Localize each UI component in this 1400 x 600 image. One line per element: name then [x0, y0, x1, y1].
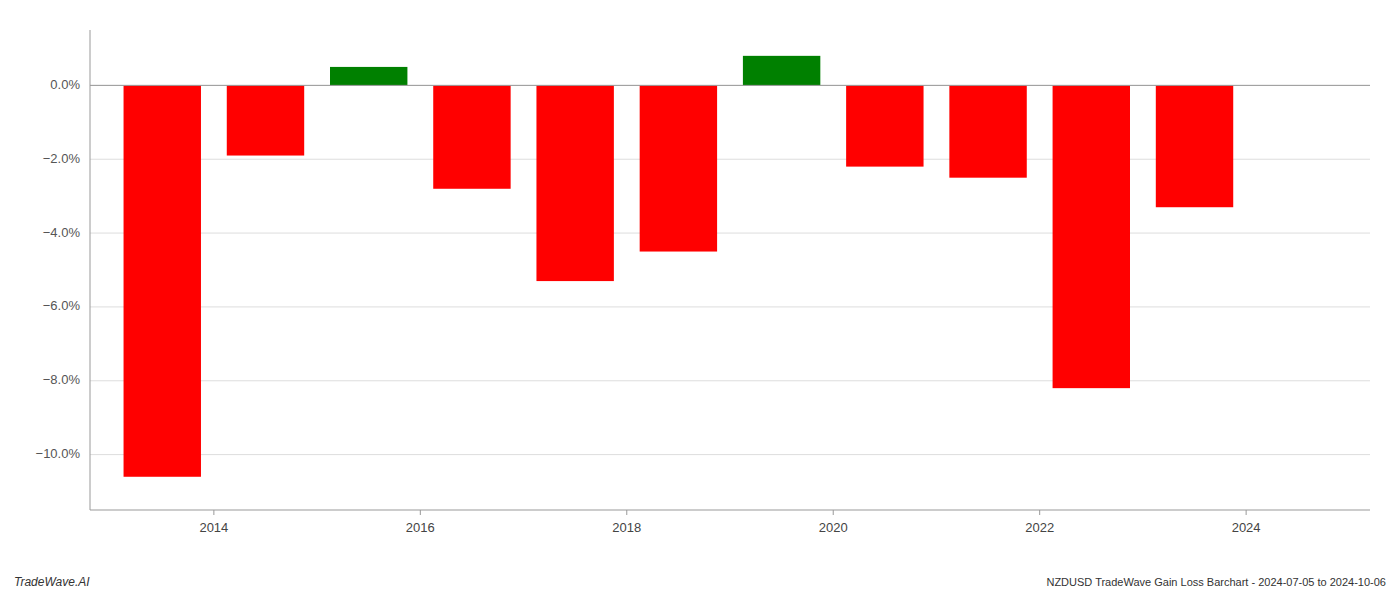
y-tick-label: −6.0%	[43, 298, 81, 313]
x-tick-label: 2020	[819, 520, 848, 535]
grid-line	[90, 380, 1370, 381]
bar	[433, 85, 510, 188]
x-tick-label: 2014	[199, 520, 228, 535]
x-tick	[833, 510, 834, 515]
y-tick-label: −4.0%	[43, 225, 81, 240]
x-tick-label: 2022	[1025, 520, 1054, 535]
bar	[227, 85, 304, 155]
bar	[846, 85, 923, 166]
y-tick-label: −2.0%	[43, 151, 81, 166]
y-tick-label: −10.0%	[36, 446, 81, 461]
x-tick	[420, 510, 421, 515]
bar	[949, 85, 1026, 177]
footer-left: TradeWave.AI	[14, 575, 90, 589]
chart: 0.0% −2.0% −4.0% −6.0% −8.0% −10.0% 2014 2016 20…	[0, 0, 1400, 600]
bar	[536, 85, 613, 281]
x-tick-label: 2018	[612, 520, 641, 535]
x-tick-label: 2024	[1232, 520, 1261, 535]
bar	[743, 56, 820, 86]
x-tick	[1039, 510, 1040, 515]
y-tick-label: 0.0%	[50, 77, 80, 92]
grid-line	[90, 454, 1370, 455]
footer-right: NZDUSD TradeWave Gain Loss Barchart - 20…	[1046, 576, 1386, 588]
grid-line	[90, 233, 1370, 234]
grid-line	[90, 85, 1370, 86]
bar	[1156, 85, 1233, 207]
bars	[124, 56, 1234, 477]
x-axis-line	[90, 510, 1370, 511]
bar	[124, 85, 201, 476]
grid	[90, 85, 1370, 454]
bar	[330, 67, 407, 85]
zero-line	[90, 85, 1370, 86]
y-tick-label: −8.0%	[43, 372, 81, 387]
bar	[1053, 85, 1130, 388]
bar	[640, 85, 717, 251]
grid-line	[90, 306, 1370, 307]
x-tick	[626, 510, 627, 515]
x-tick	[213, 510, 214, 515]
y-axis-line	[90, 30, 91, 510]
x-tick-label: 2016	[406, 520, 435, 535]
x-tick	[1246, 510, 1247, 515]
